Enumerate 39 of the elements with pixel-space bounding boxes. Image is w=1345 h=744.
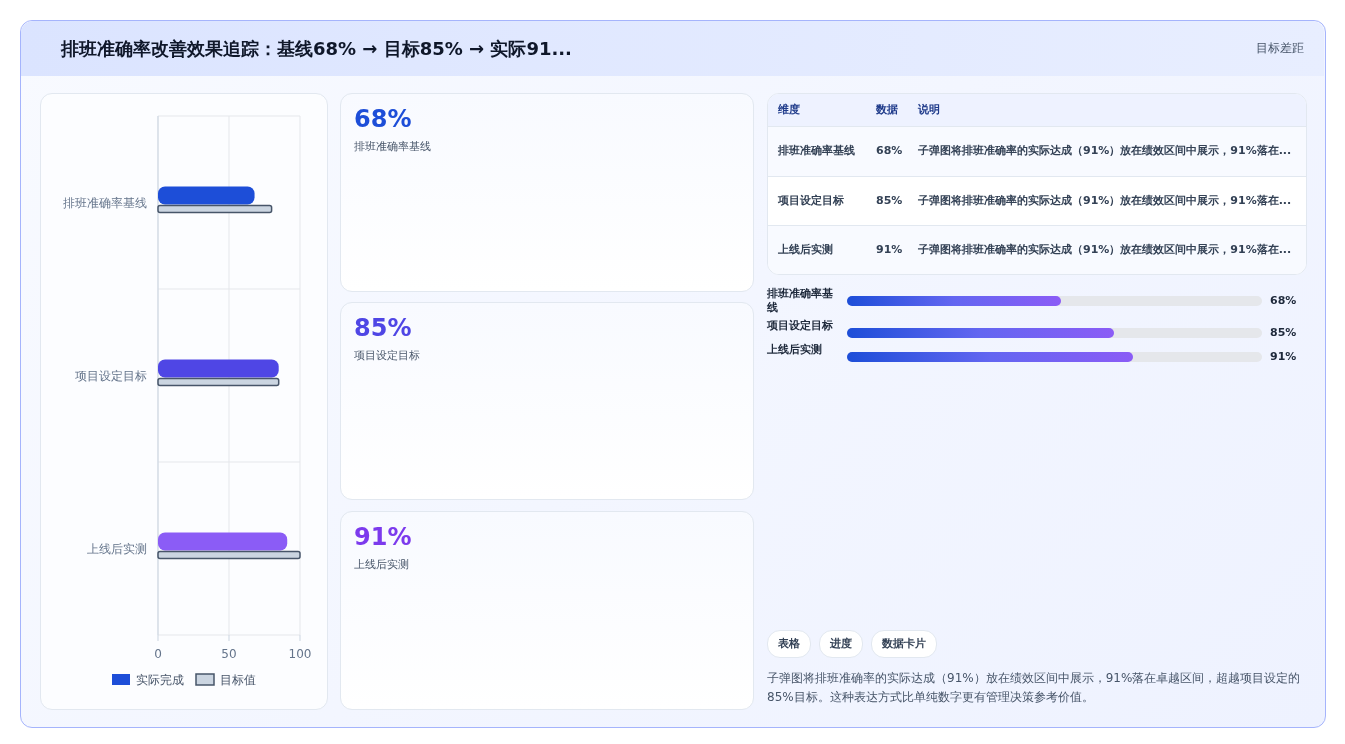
text: 91% (876, 241, 903, 258)
text: 表格 (767, 630, 811, 658)
text: 子弹图将排班准确率的实际达成（91%）放在绩效区间中展示，91%落在卓越区间，超越项目设定的85%目标。这种表达方式比单纯数字更有管理决策参考价值。 (767, 670, 1302, 706)
text: 排班准确率基线 (778, 143, 855, 159)
x-tick-label: 100 (288, 647, 312, 661)
text: 68% (354, 105, 412, 133)
bar (158, 186, 255, 205)
chart-title: 排班准确率改善效果追踪：基线68% → 目标85% → 实际91... (61, 37, 572, 61)
text: 目标差距 (1256, 40, 1304, 57)
y-tick-label: 上线后实测 (767, 343, 823, 357)
legend-label: 实际完成 (136, 673, 184, 687)
text: 85% (876, 192, 903, 209)
bar (158, 359, 279, 378)
text: 进度 (819, 630, 863, 658)
text: 子弹图将排班准确率的实际达成（91%）放在绩效区间中展示，91%落在... (918, 143, 1292, 159)
x-tick-label: 0 (154, 647, 162, 661)
text: 85% (354, 314, 412, 342)
y-tick-label: 项目设定目标 (75, 368, 147, 383)
text: 项目设定目标 (354, 348, 420, 363)
bar (158, 532, 288, 551)
y-tick-label: 排班准确率基线 (63, 195, 147, 210)
text: 数据 (876, 102, 898, 118)
text: 说明 (918, 102, 940, 118)
legend-label: 目标值 (220, 673, 256, 687)
data-label: 85% (1270, 326, 1297, 339)
y-tick-label: 上线后实测 (87, 541, 147, 556)
text: 68% (876, 143, 903, 159)
x-tick-label: 50 (221, 647, 237, 661)
y-tick-label: 项目设定目标 (767, 319, 834, 333)
text: 91% (354, 523, 412, 551)
text: 上线后实测 (354, 557, 409, 572)
text: 维度 (778, 102, 800, 118)
text: 数据卡片 (871, 630, 937, 658)
text: 排班准确率基线 (354, 139, 431, 154)
text: 子弹图将排班准确率的实际达成（91%）放在绩效区间中展示，91%落在... (918, 241, 1292, 258)
y-tick-label: 排班准确率基线 (767, 287, 834, 315)
data-label: 91% (1270, 350, 1297, 363)
data-label: 68% (1270, 294, 1297, 307)
text: 子弹图将排班准确率的实际达成（91%）放在绩效区间中展示，91%落在... (918, 192, 1292, 209)
